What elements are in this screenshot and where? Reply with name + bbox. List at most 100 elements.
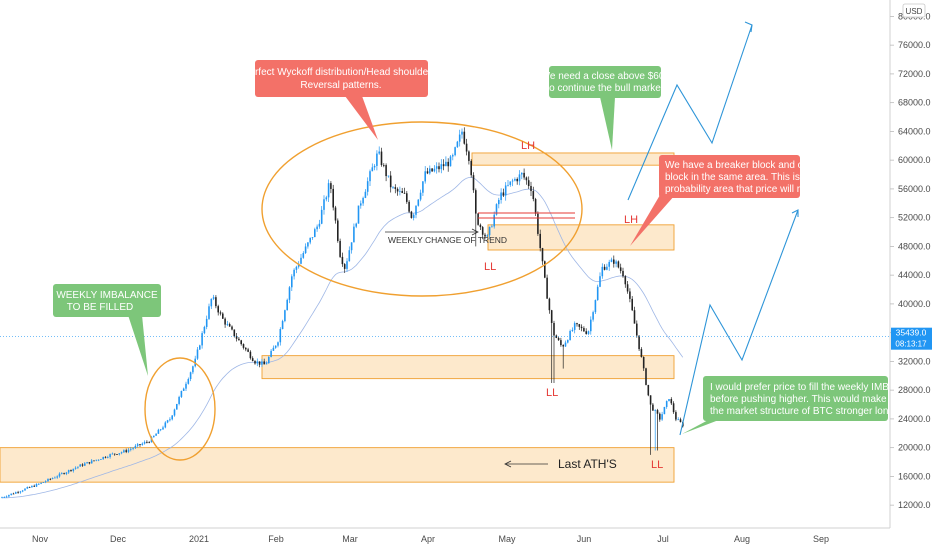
candle-body [107, 457, 109, 458]
candle-body [649, 395, 652, 405]
candle-body [504, 185, 507, 196]
candle-body [534, 199, 537, 214]
x-tick-label: Aug [734, 534, 750, 544]
y-tick-label: 44000.0 [898, 270, 931, 280]
candle-body [113, 453, 116, 455]
candle-body [663, 406, 666, 415]
x-axis[interactable]: Nov Dec 2021 Feb Mar Apr May Jun Jul Aug Sep [32, 534, 829, 544]
candle-body [49, 478, 52, 480]
candle-body [675, 412, 677, 420]
candle-body [560, 340, 562, 346]
candle-body [212, 297, 215, 299]
callout-close-60k: We need a close above $60k to continue t… [541, 66, 670, 150]
candle-body [433, 168, 436, 172]
ll-label-3: LL [651, 459, 663, 471]
candle-body [622, 270, 624, 277]
candle-body [348, 250, 351, 262]
candle-body [355, 223, 357, 227]
current-price-tag: 35439.0 08:13:17 [891, 327, 932, 350]
candle-body [279, 329, 282, 343]
y-tick-label: 76000.0 [898, 40, 931, 50]
candle-body [410, 211, 413, 218]
x-tick-label: Feb [268, 534, 284, 544]
callout-imbalance: WEEKLY IMBALANCE TO BE FILLED [53, 284, 161, 376]
candle-body [631, 298, 633, 311]
candle-body [61, 473, 63, 474]
candle-body [541, 248, 544, 262]
imbalance-line-1: WEEKLY IMBALANCE [56, 290, 158, 301]
candle-body [38, 483, 40, 485]
candle-body [656, 410, 659, 414]
candle-body [201, 333, 203, 346]
candle-body [5, 496, 8, 498]
candle-body [364, 191, 367, 198]
ll-label-2: LL [546, 387, 558, 399]
candle-body [51, 478, 54, 479]
candle-body [143, 441, 146, 444]
candle-body [385, 165, 387, 177]
candle-body [442, 164, 445, 167]
candle-body [619, 267, 622, 271]
candle-body [636, 323, 638, 336]
candle-body [146, 441, 148, 443]
candle-body [311, 237, 314, 238]
mid-imbalance-zone [261, 355, 675, 380]
candle-body [484, 234, 486, 237]
candle-body [176, 403, 178, 410]
candle-body [210, 298, 213, 307]
candle-body [571, 329, 574, 331]
candle-body [70, 470, 72, 471]
candle-body [521, 172, 523, 175]
candle-body [21, 490, 24, 492]
candle-body [557, 337, 560, 341]
candle-body [417, 199, 420, 206]
candle-body [153, 435, 155, 438]
candle-body [424, 171, 426, 182]
candle-body [330, 183, 332, 189]
candle-body [548, 298, 551, 311]
current-price-countdown: 08:13:17 [895, 340, 927, 349]
projection-path-upper [627, 24, 753, 201]
candle-body [281, 321, 284, 330]
candle-body [171, 415, 173, 420]
candle-body [132, 448, 134, 449]
candle-body [58, 473, 61, 477]
candle-body [268, 356, 270, 364]
candle-body [408, 201, 410, 212]
candle-body [461, 131, 463, 135]
candle-body [429, 168, 431, 174]
y-axis[interactable]: 12000.0 16000.0 20000.0 24000.0 28000.0 32000… [890, 0, 931, 510]
candle-body [208, 306, 210, 319]
candle-body [318, 223, 321, 227]
candle-body [608, 261, 610, 267]
candle-body [1, 497, 3, 499]
x-tick-label: Dec [110, 534, 127, 544]
breaker-line-2: block in the same area. This is high [665, 172, 822, 183]
candle-body [203, 326, 206, 334]
candle-body [3, 496, 6, 498]
x-tick-label: Mar [342, 534, 358, 544]
candle-body [495, 204, 498, 215]
candle-body [387, 175, 390, 177]
projection-arrow-lower [791, 209, 799, 217]
candle-body [72, 468, 75, 471]
candle-body [569, 330, 571, 341]
candle-body [603, 266, 606, 270]
x-tick-label: Nov [32, 534, 49, 544]
candle-body [638, 335, 640, 350]
candle-body [435, 166, 438, 169]
candle-body [530, 186, 532, 192]
candle-body [394, 187, 397, 189]
candle-body [17, 492, 19, 493]
candle-body [350, 242, 353, 251]
candle-body [100, 459, 102, 460]
y-tick-label: 52000.0 [898, 213, 931, 223]
candle-body [141, 443, 144, 445]
x-tick-label: Sep [813, 534, 829, 544]
currency-badge[interactable] [902, 3, 926, 18]
candle-body [219, 312, 222, 314]
candle-body [362, 197, 364, 204]
candle-body [679, 419, 682, 423]
